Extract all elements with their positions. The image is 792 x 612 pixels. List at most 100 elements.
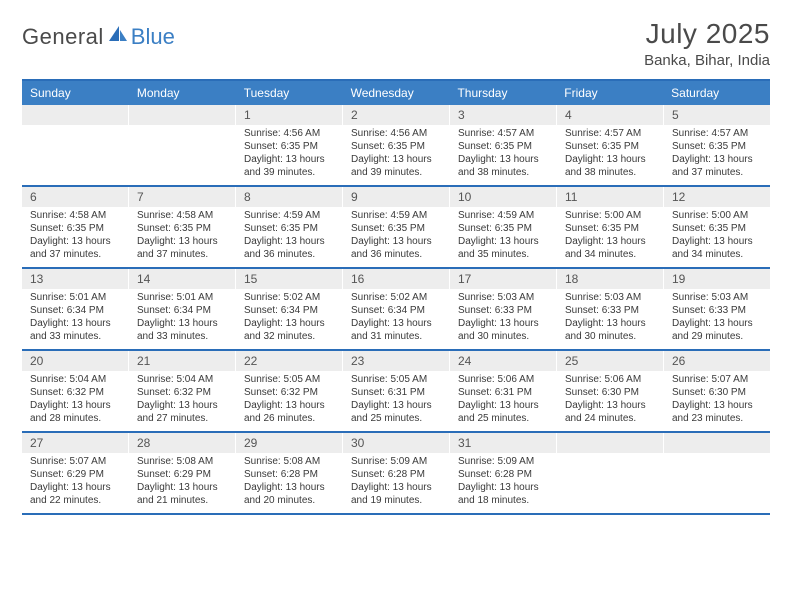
- sunrise-line: Sunrise: 4:57 AM: [458, 127, 552, 140]
- day-cell: 5Sunrise: 4:57 AMSunset: 6:35 PMDaylight…: [664, 105, 770, 185]
- sunrise-line: Sunrise: 5:04 AM: [137, 373, 231, 386]
- sunset-line: Sunset: 6:31 PM: [458, 386, 552, 399]
- sunrise-line: Sunrise: 5:01 AM: [30, 291, 124, 304]
- day-body: Sunrise: 5:01 AMSunset: 6:34 PMDaylight:…: [129, 289, 235, 349]
- sunset-line: Sunset: 6:35 PM: [244, 140, 338, 153]
- day-cell: 24Sunrise: 5:06 AMSunset: 6:31 PMDayligh…: [450, 351, 557, 431]
- brand-text-2: Blue: [131, 24, 175, 50]
- day-cell: 6Sunrise: 4:58 AMSunset: 6:35 PMDaylight…: [22, 187, 129, 267]
- sunset-line: Sunset: 6:29 PM: [30, 468, 124, 481]
- day-number: 25: [557, 351, 663, 371]
- sunrise-line: Sunrise: 5:02 AM: [244, 291, 338, 304]
- day-cell: 12Sunrise: 5:00 AMSunset: 6:35 PMDayligh…: [664, 187, 770, 267]
- daylight-line: Daylight: 13 hours and 33 minutes.: [137, 317, 231, 343]
- sunrise-line: Sunrise: 5:04 AM: [30, 373, 124, 386]
- sunset-line: Sunset: 6:35 PM: [351, 140, 445, 153]
- day-number: [129, 105, 235, 125]
- sunrise-line: Sunrise: 5:05 AM: [244, 373, 338, 386]
- day-cell: 2Sunrise: 4:56 AMSunset: 6:35 PMDaylight…: [343, 105, 450, 185]
- day-body: Sunrise: 4:59 AMSunset: 6:35 PMDaylight:…: [236, 207, 342, 267]
- day-cell: 22Sunrise: 5:05 AMSunset: 6:32 PMDayligh…: [236, 351, 343, 431]
- calendar-page: General Blue July 2025 Banka, Bihar, Ind…: [0, 0, 792, 515]
- sunrise-line: Sunrise: 5:01 AM: [137, 291, 231, 304]
- day-body: [557, 453, 663, 509]
- sunset-line: Sunset: 6:28 PM: [458, 468, 552, 481]
- day-cell: 27Sunrise: 5:07 AMSunset: 6:29 PMDayligh…: [22, 433, 129, 513]
- day-number: 14: [129, 269, 235, 289]
- daylight-line: Daylight: 13 hours and 18 minutes.: [458, 481, 552, 507]
- weekday-header: Sunday: [22, 81, 129, 105]
- day-number: [22, 105, 128, 125]
- day-body: Sunrise: 5:00 AMSunset: 6:35 PMDaylight:…: [664, 207, 770, 267]
- sunset-line: Sunset: 6:35 PM: [351, 222, 445, 235]
- sunrise-line: Sunrise: 5:07 AM: [30, 455, 124, 468]
- header: General Blue July 2025 Banka, Bihar, Ind…: [22, 18, 770, 69]
- daylight-line: Daylight: 13 hours and 37 minutes.: [672, 153, 766, 179]
- sunset-line: Sunset: 6:29 PM: [137, 468, 231, 481]
- day-body: [22, 125, 128, 181]
- week-row: 1Sunrise: 4:56 AMSunset: 6:35 PMDaylight…: [22, 105, 770, 187]
- daylight-line: Daylight: 13 hours and 39 minutes.: [351, 153, 445, 179]
- day-number: 2: [343, 105, 449, 125]
- day-body: Sunrise: 5:08 AMSunset: 6:29 PMDaylight:…: [129, 453, 235, 513]
- sunset-line: Sunset: 6:35 PM: [244, 222, 338, 235]
- day-cell: 31Sunrise: 5:09 AMSunset: 6:28 PMDayligh…: [450, 433, 557, 513]
- title-block: July 2025 Banka, Bihar, India: [644, 18, 770, 69]
- sunrise-line: Sunrise: 5:05 AM: [351, 373, 445, 386]
- day-body: Sunrise: 4:57 AMSunset: 6:35 PMDaylight:…: [450, 125, 556, 185]
- sunset-line: Sunset: 6:32 PM: [137, 386, 231, 399]
- day-cell: 15Sunrise: 5:02 AMSunset: 6:34 PMDayligh…: [236, 269, 343, 349]
- daylight-line: Daylight: 13 hours and 25 minutes.: [458, 399, 552, 425]
- sunrise-line: Sunrise: 4:57 AM: [565, 127, 659, 140]
- sunset-line: Sunset: 6:33 PM: [458, 304, 552, 317]
- day-cell: 14Sunrise: 5:01 AMSunset: 6:34 PMDayligh…: [129, 269, 236, 349]
- sunset-line: Sunset: 6:31 PM: [351, 386, 445, 399]
- week-row: 6Sunrise: 4:58 AMSunset: 6:35 PMDaylight…: [22, 187, 770, 269]
- day-number: 23: [343, 351, 449, 371]
- daylight-line: Daylight: 13 hours and 19 minutes.: [351, 481, 445, 507]
- sunset-line: Sunset: 6:32 PM: [244, 386, 338, 399]
- day-number: 12: [664, 187, 770, 207]
- daylight-line: Daylight: 13 hours and 20 minutes.: [244, 481, 338, 507]
- day-number: 31: [450, 433, 556, 453]
- day-cell: 11Sunrise: 5:00 AMSunset: 6:35 PMDayligh…: [557, 187, 664, 267]
- weeks-container: 1Sunrise: 4:56 AMSunset: 6:35 PMDaylight…: [22, 105, 770, 515]
- day-cell: 7Sunrise: 4:58 AMSunset: 6:35 PMDaylight…: [129, 187, 236, 267]
- sunrise-line: Sunrise: 5:06 AM: [458, 373, 552, 386]
- day-number: 1: [236, 105, 342, 125]
- weekday-header: Friday: [556, 81, 663, 105]
- sunrise-line: Sunrise: 4:59 AM: [351, 209, 445, 222]
- daylight-line: Daylight: 13 hours and 35 minutes.: [458, 235, 552, 261]
- day-number: 7: [129, 187, 235, 207]
- sunset-line: Sunset: 6:33 PM: [672, 304, 766, 317]
- day-cell: [664, 433, 770, 513]
- day-body: Sunrise: 4:56 AMSunset: 6:35 PMDaylight:…: [343, 125, 449, 185]
- daylight-line: Daylight: 13 hours and 22 minutes.: [30, 481, 124, 507]
- day-number: 10: [450, 187, 556, 207]
- day-body: Sunrise: 4:57 AMSunset: 6:35 PMDaylight:…: [664, 125, 770, 185]
- daylight-line: Daylight: 13 hours and 23 minutes.: [672, 399, 766, 425]
- day-cell: 19Sunrise: 5:03 AMSunset: 6:33 PMDayligh…: [664, 269, 770, 349]
- daylight-line: Daylight: 13 hours and 37 minutes.: [137, 235, 231, 261]
- day-body: Sunrise: 4:56 AMSunset: 6:35 PMDaylight:…: [236, 125, 342, 185]
- sunset-line: Sunset: 6:30 PM: [565, 386, 659, 399]
- daylight-line: Daylight: 13 hours and 26 minutes.: [244, 399, 338, 425]
- sunset-line: Sunset: 6:35 PM: [672, 222, 766, 235]
- daylight-line: Daylight: 13 hours and 27 minutes.: [137, 399, 231, 425]
- brand-logo: General Blue: [22, 24, 175, 50]
- sunrise-line: Sunrise: 5:03 AM: [565, 291, 659, 304]
- sunset-line: Sunset: 6:35 PM: [672, 140, 766, 153]
- sunset-line: Sunset: 6:34 PM: [30, 304, 124, 317]
- day-body: Sunrise: 5:00 AMSunset: 6:35 PMDaylight:…: [557, 207, 663, 267]
- sunset-line: Sunset: 6:34 PM: [137, 304, 231, 317]
- weekday-header: Tuesday: [236, 81, 343, 105]
- daylight-line: Daylight: 13 hours and 28 minutes.: [30, 399, 124, 425]
- sunset-line: Sunset: 6:33 PM: [565, 304, 659, 317]
- day-number: 19: [664, 269, 770, 289]
- sunset-line: Sunset: 6:34 PM: [244, 304, 338, 317]
- day-number: 30: [343, 433, 449, 453]
- day-body: Sunrise: 5:06 AMSunset: 6:30 PMDaylight:…: [557, 371, 663, 431]
- daylight-line: Daylight: 13 hours and 30 minutes.: [458, 317, 552, 343]
- day-number: 26: [664, 351, 770, 371]
- daylight-line: Daylight: 13 hours and 38 minutes.: [565, 153, 659, 179]
